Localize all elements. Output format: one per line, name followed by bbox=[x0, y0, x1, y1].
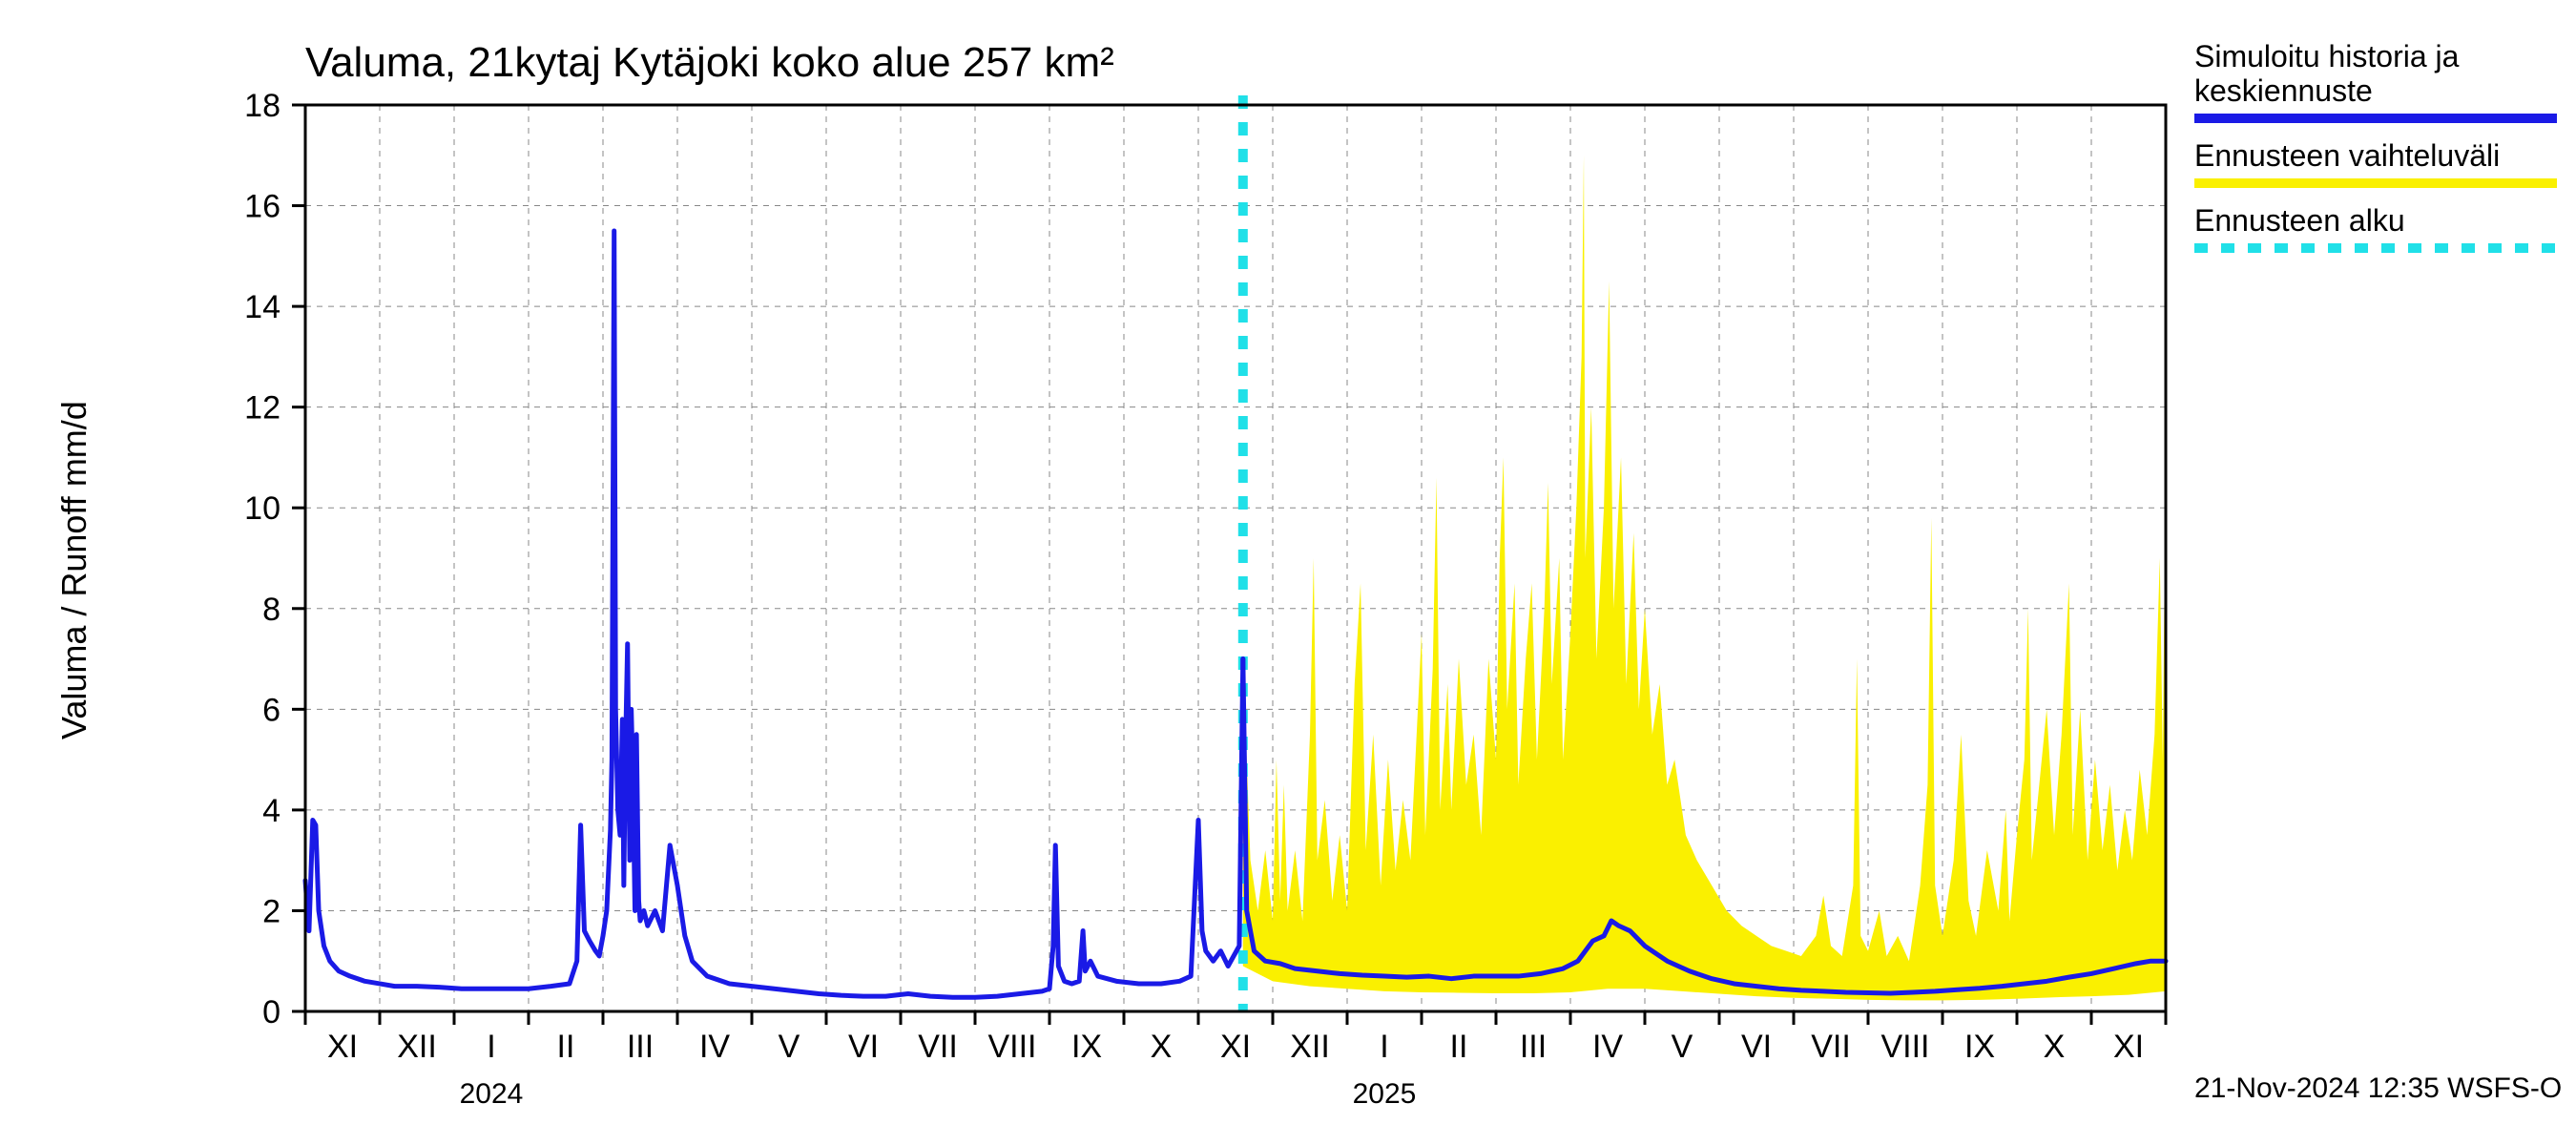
xtick-label: I bbox=[1380, 1029, 1388, 1065]
ytick-label: 0 bbox=[262, 994, 280, 1030]
ytick-label: 18 bbox=[244, 88, 280, 124]
legend-label: keskiennuste bbox=[2194, 73, 2373, 108]
xtick-label: XI bbox=[1220, 1029, 1251, 1065]
xtick-label: III bbox=[627, 1029, 654, 1065]
xtick-label: II bbox=[557, 1029, 575, 1065]
xtick-label: XII bbox=[1290, 1029, 1330, 1065]
legend-label: Ennusteen alku bbox=[2194, 203, 2405, 238]
xtick-label: VII bbox=[1811, 1029, 1851, 1065]
xtick-label: VII bbox=[918, 1029, 958, 1065]
year-label: 2025 bbox=[1353, 1078, 1417, 1110]
ytick-label: 2 bbox=[262, 893, 280, 929]
xtick-label: XI bbox=[2113, 1029, 2144, 1065]
xtick-label: VI bbox=[848, 1029, 879, 1065]
xtick-label: V bbox=[779, 1029, 800, 1065]
legend-label: Simuloitu historia ja bbox=[2194, 39, 2460, 73]
ytick-label: 6 bbox=[262, 692, 280, 728]
xtick-label: I bbox=[487, 1029, 495, 1065]
ytick-label: 12 bbox=[244, 390, 280, 427]
xtick-label: III bbox=[1520, 1029, 1547, 1065]
year-label: 2024 bbox=[460, 1078, 524, 1110]
y-axis-label: Valuma / Runoff mm/d bbox=[54, 401, 93, 739]
xtick-label: IV bbox=[1592, 1029, 1623, 1065]
xtick-label: X bbox=[2044, 1029, 2066, 1065]
xtick-label: IX bbox=[1071, 1029, 1102, 1065]
xtick-label: IV bbox=[699, 1029, 730, 1065]
xtick-label: VIII bbox=[987, 1029, 1036, 1065]
ytick-label: 16 bbox=[244, 189, 280, 225]
chart-footer: 21-Nov-2024 12:35 WSFS-O bbox=[2194, 1072, 2562, 1104]
xtick-label: XI bbox=[327, 1029, 358, 1065]
xtick-label: V bbox=[1672, 1029, 1693, 1065]
runoff-chart: 024681012141618XIXIIIIIIIIIVVVIVIIVIIIIX… bbox=[0, 0, 2576, 1145]
xtick-label: X bbox=[1151, 1029, 1173, 1065]
xtick-label: II bbox=[1450, 1029, 1468, 1065]
xtick-label: XII bbox=[397, 1029, 437, 1065]
legend-label: Ennusteen vaihteluväli bbox=[2194, 138, 2500, 173]
ytick-label: 14 bbox=[244, 289, 280, 325]
xtick-label: IX bbox=[1964, 1029, 1995, 1065]
ytick-label: 10 bbox=[244, 490, 280, 527]
chart-title: Valuma, 21kytaj Kytäjoki koko alue 257 k… bbox=[305, 39, 1114, 86]
ytick-label: 8 bbox=[262, 592, 280, 628]
ytick-label: 4 bbox=[262, 793, 280, 829]
xtick-label: VIII bbox=[1880, 1029, 1929, 1065]
xtick-label: VI bbox=[1741, 1029, 1772, 1065]
